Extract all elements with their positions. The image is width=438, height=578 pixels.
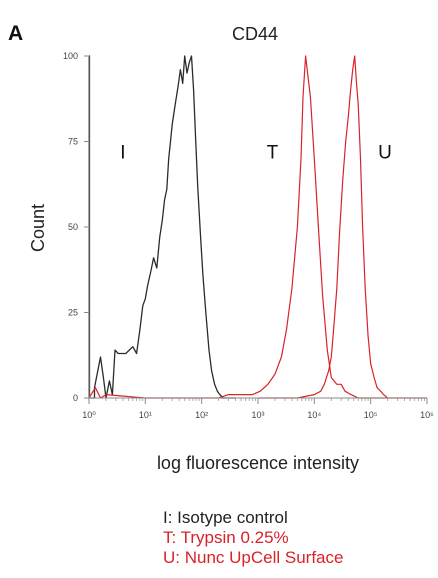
- x-tick-label: 10⁵: [364, 410, 378, 420]
- y-axis-label: Count: [28, 204, 48, 252]
- legend-item-upcell: U: Nunc UpCell Surface: [163, 548, 344, 567]
- y-tick-label: 75: [68, 137, 78, 147]
- x-tick-label: 10⁴: [307, 410, 321, 420]
- y-tick-label: 25: [68, 308, 78, 318]
- legend-item-isotype: I: Isotype control: [163, 508, 288, 527]
- legend: I: Isotype control T: Trypsin 0.25% U: N…: [163, 508, 343, 568]
- x-tick-label: 10¹: [139, 410, 152, 420]
- legend-item-trypsin: T: Trypsin 0.25%: [163, 528, 289, 547]
- series-line-trypsin: [88, 55, 388, 399]
- x-tick-label: 10⁰: [82, 410, 96, 420]
- y-tick-label: 0: [73, 393, 78, 403]
- x-tick-label: 10²: [195, 410, 208, 420]
- series-line-isotype: [88, 55, 236, 399]
- peak-label-i: I: [120, 143, 125, 164]
- y-tick-label: 50: [68, 222, 78, 232]
- peak-label-t: T: [267, 143, 279, 164]
- x-tick-label: 10⁶: [420, 410, 434, 420]
- series-line-upcell: [258, 55, 427, 399]
- series-layer: [88, 55, 427, 399]
- panel-label: A: [8, 22, 23, 45]
- x-axis-label: log fluorescence intensity: [157, 453, 359, 473]
- peak-label-u: U: [378, 143, 392, 164]
- y-tick-label: 100: [63, 51, 78, 61]
- axes: [88, 56, 427, 399]
- plot-area: 0 25 50 75 100 10⁰ 10¹ 10² 10³ 10⁴ 10⁵ 10⁶ I T U: [63, 51, 434, 420]
- chart-title: CD44: [232, 24, 278, 44]
- ticks: 0 25 50 75 100 10⁰ 10¹ 10² 10³ 10⁴ 10⁵ 10⁶: [63, 51, 434, 420]
- x-tick-label: 10³: [251, 410, 264, 420]
